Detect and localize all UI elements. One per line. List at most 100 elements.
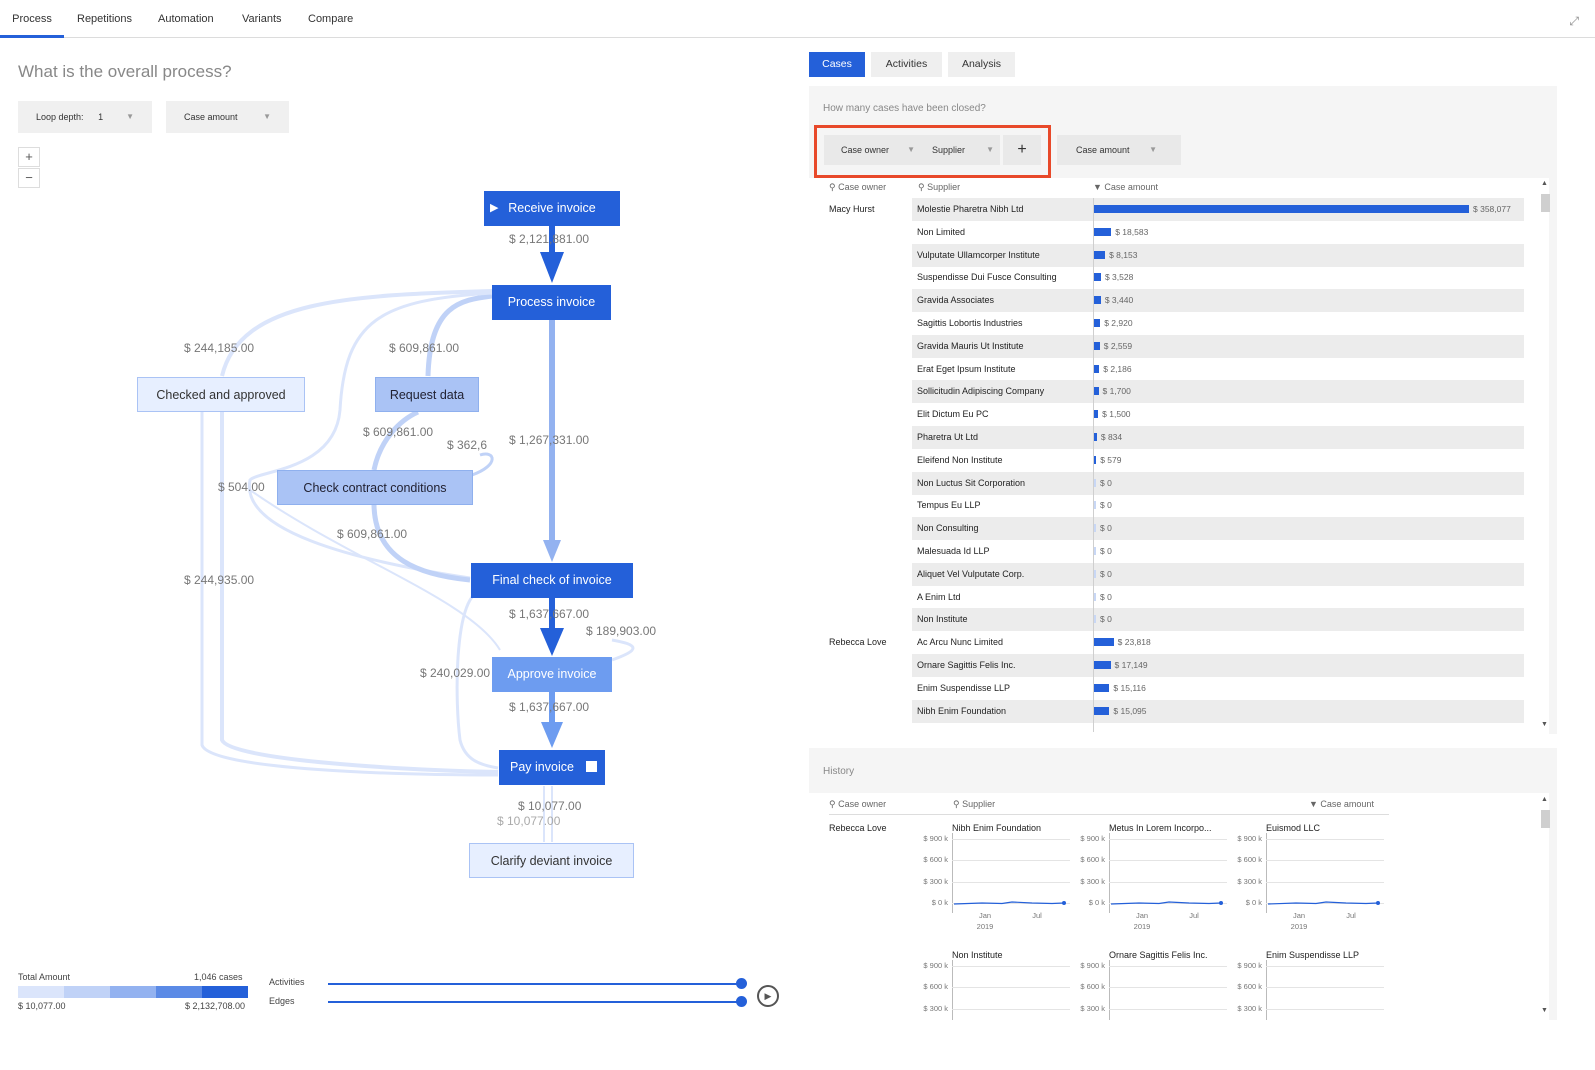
tab-cases[interactable]: Cases <box>809 52 865 77</box>
top-nav: Process Repetitions Automation Variants … <box>0 0 1595 38</box>
history-sparkline[interactable]: Ornare Sagittis Felis Inc. $ 900 k $ 600 k… <box>1080 950 1259 1070</box>
edge-label: $ 609,861.00 <box>337 527 408 541</box>
case-amount-chip[interactable]: Case amount ▼ <box>1057 135 1181 165</box>
supplier-cell: Suspendisse Dui Fusce Consulting <box>917 272 1057 282</box>
table-row[interactable]: Non Limited $ 18,583 <box>912 221 1524 244</box>
history-scrollbar[interactable]: ▲ ▼ <box>1539 796 1552 1018</box>
table-row[interactable]: Tempus Eu LLP $ 0 <box>912 494 1524 517</box>
amount-value: $ 834 <box>1100 432 1123 442</box>
table-row[interactable]: Non Consulting $ 0 <box>912 517 1524 540</box>
table-row[interactable]: Malesuada Id LLP $ 0 <box>912 540 1524 563</box>
supplier-cell: Molestie Pharetra Nibh Ltd <box>917 204 1024 214</box>
supplier-cell: Eleifend Non Institute <box>917 455 1003 465</box>
case-owner-chip[interactable]: Case owner ▼ <box>824 135 920 165</box>
tab-activities[interactable]: Activities <box>871 52 942 77</box>
scroll-down-icon[interactable]: ▼ <box>1541 1007 1548 1014</box>
amount-bar <box>1093 456 1097 464</box>
legend-swatch <box>156 986 202 998</box>
table-row[interactable]: Nibh Enim Foundation $ 15,095 <box>912 700 1524 723</box>
column-header-owner[interactable]: ⚲ Case owner <box>829 182 886 193</box>
scroll-up-icon[interactable]: ▲ <box>1541 796 1548 803</box>
node-clarify-deviant[interactable]: Clarify deviant invoice <box>469 843 634 878</box>
table-row[interactable]: Ac Arcu Nunc Limited $ 23,818 <box>912 631 1524 654</box>
node-pay-invoice[interactable]: Pay invoice <box>499 750 605 785</box>
column-header-supplier[interactable]: ⚲ Supplier <box>918 182 960 193</box>
table-row[interactable]: Vulputate Ullamcorper Institute $ 8,153 <box>912 244 1524 267</box>
table-row[interactable]: Molestie Pharetra Nibh Ltd $ 358,077 <box>912 198 1524 221</box>
y-tick-label: $ 600 k <box>1080 982 1105 992</box>
activities-slider[interactable] <box>328 983 742 985</box>
table-row[interactable]: Non Institute $ 0 <box>912 608 1524 631</box>
play-icon[interactable]: ▶ <box>757 985 779 1007</box>
zoom-in-button[interactable]: + <box>18 147 40 167</box>
cases-scrollbar[interactable]: ▲ ▼ <box>1539 180 1552 732</box>
column-header-amount[interactable]: ▼ Case amount <box>1093 182 1158 192</box>
add-dimension-button[interactable]: + <box>1003 135 1041 165</box>
table-row[interactable]: Sagittis Lobortis Industries $ 2,920 <box>912 312 1524 335</box>
tab-repetitions[interactable]: Repetitions <box>77 13 133 25</box>
metric-select[interactable]: Case amount ▼ <box>166 101 289 133</box>
table-row[interactable]: Enim Suspendisse LLP $ 15,116 <box>912 677 1524 700</box>
activities-slider-handle[interactable] <box>736 978 747 989</box>
amount-bar <box>1093 251 1106 259</box>
scrollbar-thumb[interactable] <box>1541 194 1550 212</box>
column-header-supplier[interactable]: ⚲ Supplier <box>953 799 995 810</box>
highlight-box <box>814 125 1051 178</box>
node-request-data[interactable]: Request data <box>375 377 479 412</box>
edge-label: $ 504.00 <box>218 480 265 494</box>
gridline <box>952 881 1070 883</box>
table-row[interactable]: Suspendisse Dui Fusce Consulting $ 3,528 <box>912 266 1524 289</box>
history-sparkline[interactable]: Non Institute $ 900 k $ 600 k $ 300 k <box>923 950 1102 1070</box>
history-sparkline[interactable]: Metus In Lorem Incorpo... $ 900 k $ 600 k $… <box>1080 823 1259 943</box>
node-final-check[interactable]: Final check of invoice <box>471 563 633 598</box>
supplier-cell: Tempus Eu LLP <box>917 500 981 510</box>
scroll-up-icon[interactable]: ▲ <box>1541 180 1548 187</box>
node-checked-approved[interactable]: Checked and approved <box>137 377 305 412</box>
y-tick-label: $ 600 k <box>923 855 948 865</box>
y-axis <box>1266 833 1267 913</box>
supplier-chip[interactable]: Supplier ▼ <box>920 135 1000 165</box>
table-row[interactable]: Erat Eget Ipsum Institute $ 2,186 <box>912 358 1524 381</box>
node-check-contract[interactable]: Check contract conditions <box>277 470 473 505</box>
history-sparkline[interactable]: Euismod LLC $ 900 k $ 600 k $ 300 k $ 0 k Jan… <box>1237 823 1416 943</box>
supplier-cell: Elit Dictum Eu PC <box>917 409 989 419</box>
expand-icon[interactable]: ⤢ <box>1569 14 1579 28</box>
table-row[interactable]: Eleifend Non Institute $ 579 <box>912 449 1524 472</box>
amount-value: $ 0 <box>1100 523 1112 533</box>
column-header-owner[interactable]: ⚲ Case owner <box>829 799 886 810</box>
edges-slider[interactable] <box>328 1001 742 1003</box>
table-row[interactable]: Ornare Sagittis Felis Inc. $ 17,149 <box>912 654 1524 677</box>
history-title: History <box>823 766 855 777</box>
amount-bar <box>1093 707 1110 715</box>
table-row[interactable]: Non Luctus Sit Corporation $ 0 <box>912 472 1524 495</box>
history-sparkline[interactable]: Nibh Enim Foundation $ 900 k $ 600 k $ 300 … <box>923 823 1102 943</box>
gridline <box>1109 966 1227 967</box>
table-row[interactable]: Aliquet Vel Vulputate Corp. $ 0 <box>912 563 1524 586</box>
table-row[interactable]: A Enim Ltd $ 0 <box>912 586 1524 609</box>
y-tick-label: $ 900 k <box>923 834 948 843</box>
node-approve-invoice[interactable]: Approve invoice <box>492 657 612 692</box>
edges-slider-handle[interactable] <box>736 996 747 1007</box>
loop-depth-select[interactable]: Loop depth: 1 ▼ <box>18 101 152 133</box>
tab-analysis[interactable]: Analysis <box>948 52 1015 77</box>
table-row[interactable]: Sollicitudin Adipiscing Company $ 1,700 <box>912 380 1524 403</box>
tab-compare[interactable]: Compare <box>308 13 354 25</box>
node-process-invoice[interactable]: Process invoice <box>492 285 611 320</box>
table-row[interactable]: Gravida Mauris Ut Institute $ 2,559 <box>912 335 1524 358</box>
gridline <box>1266 839 1384 840</box>
zoom-out-button[interactable]: − <box>18 168 40 188</box>
scroll-down-icon[interactable]: ▼ <box>1541 721 1548 728</box>
x-tick-year: 2019 <box>976 922 994 931</box>
table-row[interactable]: Pharetra Ut Ltd $ 834 <box>912 426 1524 449</box>
scrollbar-thumb[interactable] <box>1541 810 1550 828</box>
table-row[interactable]: Gravida Associates $ 3,440 <box>912 289 1524 312</box>
tab-variants[interactable]: Variants <box>242 13 282 25</box>
tab-automation[interactable]: Automation <box>158 13 214 25</box>
column-header-amount[interactable]: ▼ Case amount <box>1309 799 1374 809</box>
gridline <box>952 902 1070 904</box>
node-receive-invoice[interactable]: ▶ Receive invoice <box>484 191 620 226</box>
history-sparkline[interactable]: Enim Suspendisse LLP $ 900 k $ 600 k $ 300 … <box>1237 950 1416 1070</box>
column-label: Supplier <box>927 182 961 192</box>
table-row[interactable]: Elit Dictum Eu PC $ 1,500 <box>912 403 1524 426</box>
tab-process[interactable]: Process <box>0 0 64 38</box>
